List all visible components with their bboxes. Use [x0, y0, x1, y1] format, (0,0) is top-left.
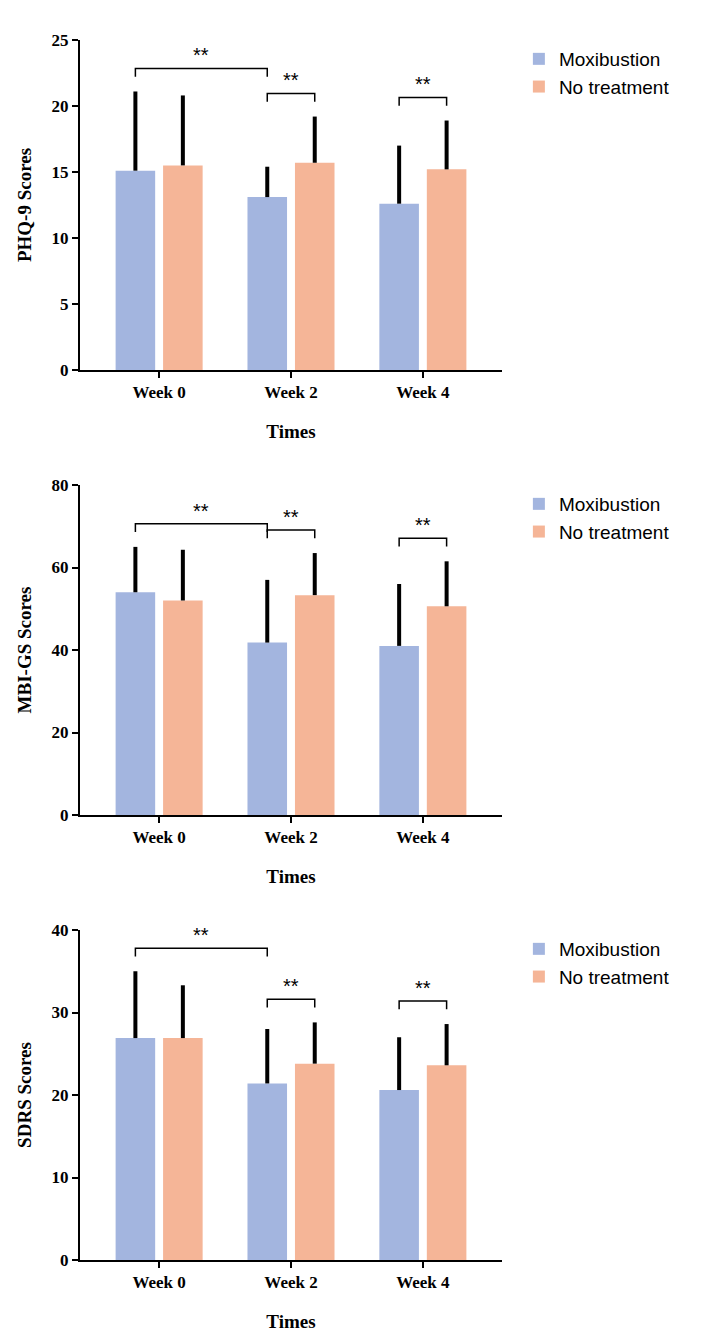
svg-text:PHQ-9 Scores: PHQ-9 Scores — [14, 148, 35, 262]
svg-text:**: ** — [415, 977, 431, 999]
svg-text:Moxibustion: Moxibustion — [559, 494, 660, 515]
svg-text:10: 10 — [52, 229, 69, 248]
svg-text:Moxibustion: Moxibustion — [559, 939, 660, 960]
svg-text:40: 40 — [52, 921, 69, 940]
svg-text:0: 0 — [60, 806, 69, 825]
svg-text:**: ** — [193, 924, 209, 946]
svg-text:**: ** — [283, 975, 299, 997]
svg-text:Times: Times — [266, 421, 315, 442]
svg-text:0: 0 — [60, 1251, 69, 1270]
svg-text:**: ** — [415, 514, 431, 536]
svg-text:Week 4: Week 4 — [396, 1273, 450, 1292]
svg-text:**: ** — [193, 44, 209, 66]
svg-text:Week 0: Week 0 — [132, 1273, 185, 1292]
svg-text:15: 15 — [52, 163, 69, 182]
svg-text:Week 2: Week 2 — [264, 383, 317, 402]
svg-text:Times: Times — [266, 866, 315, 887]
svg-text:Week 0: Week 0 — [132, 383, 185, 402]
svg-text:**: ** — [415, 73, 431, 95]
svg-text:Times: Times — [266, 1311, 315, 1332]
svg-text:Week 0: Week 0 — [132, 828, 185, 847]
svg-text:No treatment: No treatment — [559, 967, 670, 988]
svg-text:Week 2: Week 2 — [264, 828, 317, 847]
svg-text:No treatment: No treatment — [559, 77, 670, 98]
svg-text:0: 0 — [60, 361, 69, 380]
svg-text:No treatment: No treatment — [559, 522, 670, 543]
svg-text:80: 80 — [52, 476, 69, 495]
svg-text:Week 4: Week 4 — [396, 828, 450, 847]
svg-text:20: 20 — [52, 723, 69, 742]
svg-text:Week 4: Week 4 — [396, 383, 450, 402]
svg-text:MBI-GS Scores: MBI-GS Scores — [14, 587, 35, 714]
svg-text:20: 20 — [52, 1086, 69, 1105]
svg-text:**: ** — [283, 69, 299, 91]
svg-text:Week 2: Week 2 — [264, 1273, 317, 1292]
svg-text:30: 30 — [52, 1003, 69, 1022]
svg-text:40: 40 — [52, 641, 69, 660]
svg-text:Moxibustion: Moxibustion — [559, 49, 660, 70]
svg-text:**: ** — [193, 500, 209, 522]
svg-text:60: 60 — [52, 558, 69, 577]
svg-text:25: 25 — [52, 31, 69, 50]
svg-text:10: 10 — [52, 1168, 69, 1187]
svg-text:**: ** — [283, 506, 299, 528]
svg-text:5: 5 — [60, 295, 69, 314]
svg-text:SDRS Scores: SDRS Scores — [14, 1042, 35, 1148]
svg-text:20: 20 — [52, 97, 69, 116]
